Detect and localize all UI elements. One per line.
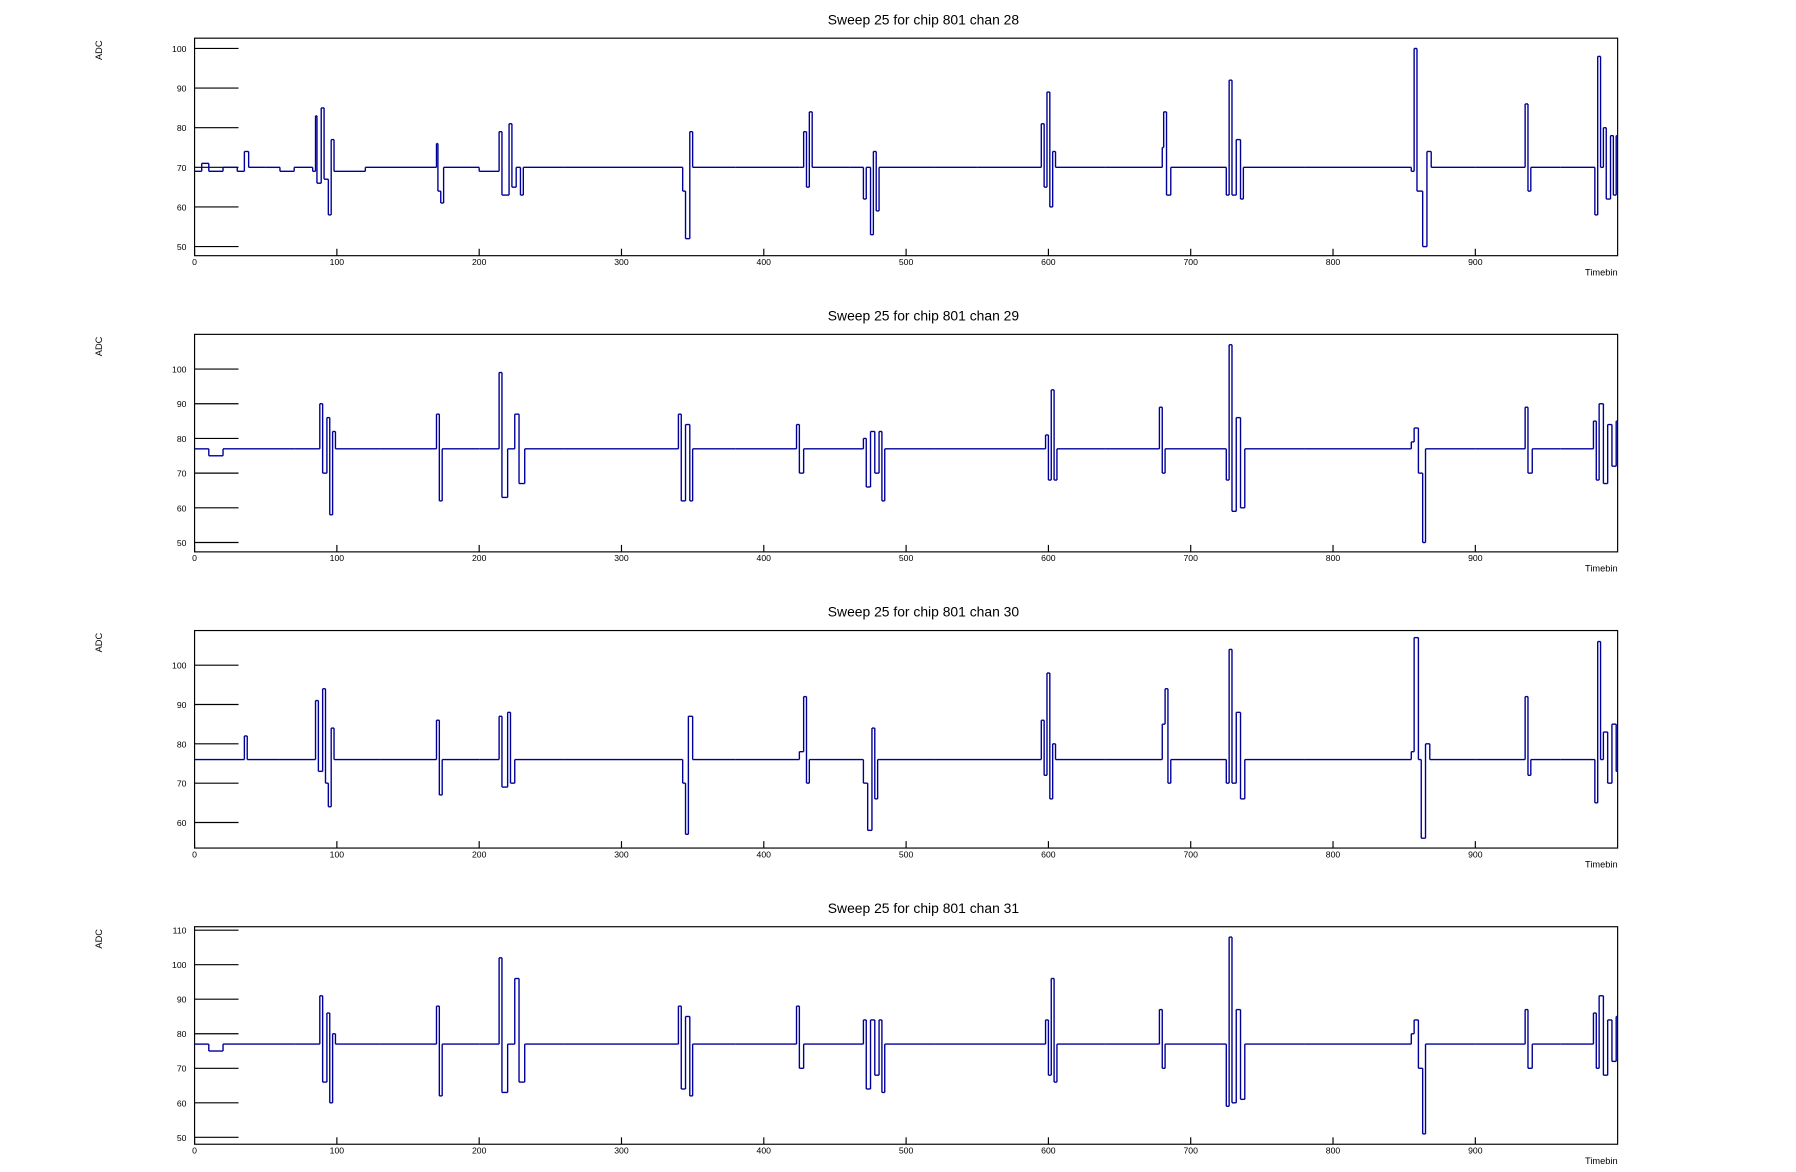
x-tick-label: 200 bbox=[472, 1145, 487, 1155]
y-tick-label: 90 bbox=[177, 700, 187, 710]
y-tick-label: 100 bbox=[172, 661, 187, 671]
y-axis-label: ADC bbox=[94, 336, 104, 356]
x-tick-label: 600 bbox=[1041, 257, 1056, 267]
chart-title: Sweep 25 for chip 801 chan 29 bbox=[828, 307, 1020, 323]
y-axis-label: ADC bbox=[94, 40, 104, 60]
x-tick-label: 700 bbox=[1183, 257, 1198, 267]
y-tick-label: 100 bbox=[172, 960, 187, 970]
x-tick-label: 200 bbox=[472, 849, 487, 859]
x-tick-label: 400 bbox=[757, 1145, 772, 1155]
x-tick-label: 400 bbox=[757, 849, 772, 859]
y-tick-label: 110 bbox=[173, 926, 187, 936]
x-tick-label: 0 bbox=[192, 257, 197, 267]
y-tick-label: 60 bbox=[177, 818, 187, 828]
x-tick-label: 500 bbox=[899, 1145, 914, 1155]
y-tick-label: 80 bbox=[177, 123, 187, 133]
y-tick-label: 90 bbox=[177, 84, 187, 94]
x-axis-label: Timebin bbox=[1585, 1156, 1618, 1166]
y-tick-label: 70 bbox=[177, 779, 187, 789]
y-tick-label: 60 bbox=[177, 503, 187, 513]
x-tick-label: 0 bbox=[192, 849, 197, 859]
y-tick-label: 90 bbox=[177, 995, 187, 1005]
x-tick-label: 400 bbox=[757, 553, 772, 563]
y-axis-label: ADC bbox=[94, 929, 104, 949]
x-tick-label: 300 bbox=[614, 257, 629, 267]
y-tick-label: 60 bbox=[177, 202, 187, 212]
x-tick-label: 500 bbox=[899, 257, 914, 267]
x-tick-label: 200 bbox=[472, 553, 487, 563]
x-tick-label: 900 bbox=[1468, 1145, 1483, 1155]
x-tick-label: 500 bbox=[899, 553, 914, 563]
x-tick-label: 700 bbox=[1183, 553, 1198, 563]
x-tick-label: 800 bbox=[1326, 1145, 1341, 1155]
x-tick-label: 500 bbox=[899, 849, 914, 859]
y-tick-label: 60 bbox=[177, 1098, 187, 1108]
x-tick-label: 100 bbox=[330, 849, 345, 859]
y-axis-label: ADC bbox=[94, 633, 104, 653]
y-tick-label: 80 bbox=[177, 434, 187, 444]
x-tick-label: 100 bbox=[330, 553, 345, 563]
x-tick-label: 400 bbox=[757, 257, 772, 267]
x-tick-label: 0 bbox=[192, 1145, 197, 1155]
y-tick-label: 50 bbox=[177, 1133, 187, 1143]
x-axis-label: Timebin bbox=[1585, 564, 1618, 574]
y-tick-label: 80 bbox=[177, 739, 187, 749]
chart-title: Sweep 25 for chip 801 chan 28 bbox=[828, 11, 1020, 27]
chart-title: Sweep 25 for chip 801 chan 31 bbox=[828, 900, 1020, 916]
x-tick-label: 900 bbox=[1468, 553, 1483, 563]
x-tick-label: 600 bbox=[1041, 849, 1056, 859]
plot-frame bbox=[193, 333, 1619, 553]
x-tick-label: 900 bbox=[1468, 849, 1483, 859]
y-tick-label: 70 bbox=[177, 1064, 187, 1074]
y-tick-label: 70 bbox=[177, 163, 187, 173]
x-tick-label: 100 bbox=[330, 257, 345, 267]
x-tick-label: 300 bbox=[614, 849, 629, 859]
x-tick-label: 300 bbox=[614, 1145, 629, 1155]
x-axis-label: Timebin bbox=[1585, 860, 1618, 870]
x-tick-label: 200 bbox=[472, 257, 487, 267]
y-tick-label: 50 bbox=[177, 242, 187, 252]
y-tick-label: 70 bbox=[177, 469, 187, 479]
chart-title: Sweep 25 for chip 801 chan 30 bbox=[828, 604, 1020, 620]
x-tick-label: 700 bbox=[1183, 849, 1198, 859]
x-axis-label: Timebin bbox=[1585, 267, 1618, 277]
plot-frame bbox=[193, 37, 1619, 257]
plot-frame bbox=[193, 629, 1619, 849]
x-tick-label: 600 bbox=[1041, 553, 1056, 563]
x-tick-label: 0 bbox=[192, 553, 197, 563]
y-tick-label: 100 bbox=[172, 44, 187, 54]
x-tick-label: 700 bbox=[1183, 1145, 1198, 1155]
y-tick-label: 90 bbox=[177, 399, 187, 409]
y-tick-label: 50 bbox=[177, 538, 187, 548]
x-tick-label: 800 bbox=[1326, 849, 1341, 859]
x-tick-label: 900 bbox=[1468, 257, 1483, 267]
y-tick-label: 100 bbox=[172, 365, 187, 375]
plot-frame bbox=[193, 926, 1619, 1145]
x-tick-label: 100 bbox=[330, 1145, 345, 1155]
x-tick-label: 600 bbox=[1041, 1145, 1056, 1155]
x-tick-label: 800 bbox=[1326, 257, 1341, 267]
x-tick-label: 300 bbox=[614, 553, 629, 563]
y-tick-label: 80 bbox=[177, 1029, 187, 1039]
x-tick-label: 800 bbox=[1326, 553, 1341, 563]
